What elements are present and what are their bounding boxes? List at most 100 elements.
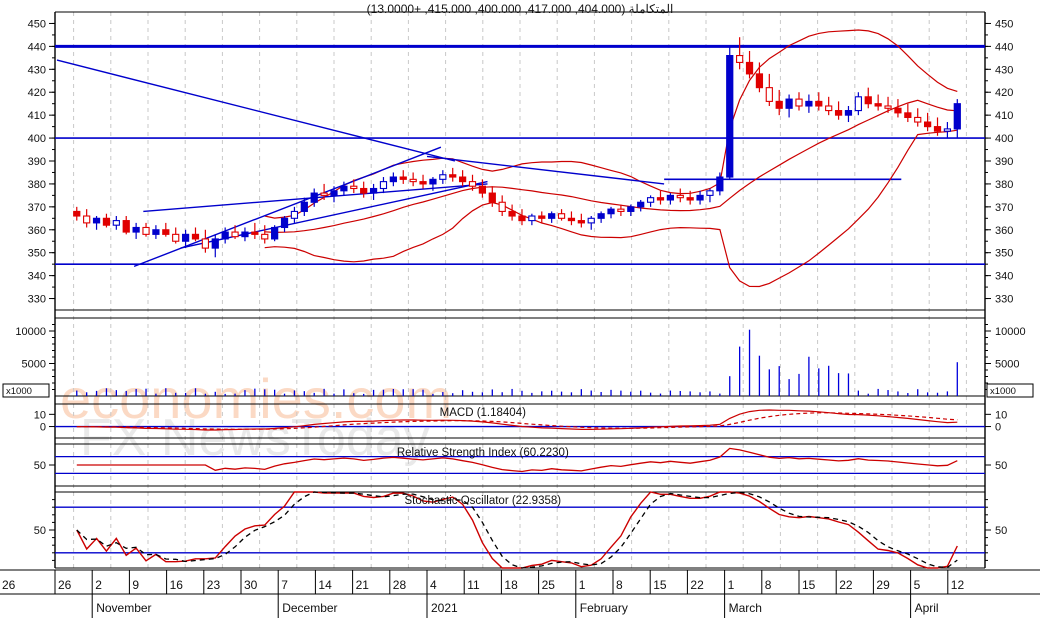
price-axis-label-left: 420: [28, 87, 46, 99]
price-axis-label-left: 350: [28, 248, 46, 260]
candle-body: [488, 192, 496, 203]
price-axis-label-left: 430: [28, 64, 46, 76]
price-axis-label-right: 330: [995, 294, 1013, 306]
candle-body: [241, 231, 249, 238]
candle-body: [379, 181, 388, 190]
candle-body: [508, 210, 516, 217]
candle-body: [825, 105, 833, 112]
candle-body: [923, 121, 932, 128]
candle-body: [419, 181, 427, 185]
trendline: [56, 59, 456, 162]
stoch-axis-label-right: 50: [995, 525, 1007, 537]
price-axis-label-left: 390: [28, 156, 46, 168]
date-tick-label: 2: [95, 578, 102, 592]
candle-body: [389, 176, 397, 183]
candle-body: [211, 238, 219, 249]
candle-body: [775, 100, 783, 109]
candle-body: [538, 215, 546, 219]
candle-body: [607, 208, 615, 215]
candle-body: [350, 185, 358, 190]
candle-body: [815, 100, 823, 107]
month-label: April: [915, 601, 939, 615]
candle-body: [696, 194, 704, 201]
candle-body: [221, 231, 229, 240]
candle-body: [261, 233, 269, 240]
stochastic-d-line: [76, 491, 958, 569]
date-tick-label: 4: [430, 578, 437, 592]
candle-body: [706, 190, 714, 196]
candle-body: [181, 233, 190, 242]
candle-body: [468, 181, 477, 187]
date-tick-label: 12: [951, 578, 965, 592]
volume-axis-label-left: 10000: [15, 326, 46, 338]
candle-body: [567, 217, 576, 222]
macd-axis-label-left: 0: [40, 422, 46, 434]
candle-body: [676, 194, 684, 199]
candle-body: [152, 229, 160, 235]
date-tick-label: 21: [356, 578, 370, 592]
price-axis-label-right: 420: [995, 87, 1013, 99]
date-tick-label: 29: [876, 578, 890, 592]
price-axis-label-left: 360: [28, 225, 46, 237]
date-tick-label: 8: [616, 578, 623, 592]
volume-axis-label-left: 5000: [22, 359, 46, 371]
candle-body: [666, 194, 675, 201]
rsi-indicator-label: Relative Strength Index (60.2230): [397, 447, 569, 459]
candle-body: [686, 197, 694, 201]
candle-body: [360, 187, 368, 194]
date-tick-label: 5: [914, 578, 921, 592]
candle-body: [587, 217, 595, 224]
volume-unit-label: x1000: [6, 386, 32, 397]
candle-body: [953, 103, 961, 130]
candle-body: [310, 192, 318, 203]
candle-body: [557, 213, 566, 219]
price-axis-label-right: 350: [995, 248, 1013, 260]
date-tick-label: 11: [467, 578, 480, 592]
date-tick-label: 14: [318, 578, 332, 592]
date-tick-label: 15: [653, 578, 667, 592]
candle-body: [122, 220, 130, 233]
price-axis-label-left: 410: [28, 110, 46, 122]
candle-body: [191, 233, 200, 240]
candle-body: [271, 226, 279, 240]
candle-body: [755, 73, 764, 89]
candle-body: [656, 197, 665, 201]
bollinger-lower-band: [264, 129, 958, 288]
candle-body: [300, 201, 308, 212]
date-tick-label: 26: [58, 578, 72, 592]
price-axis-label-right: 430: [995, 64, 1013, 76]
candle-body: [290, 210, 299, 219]
candle-body: [409, 178, 417, 183]
price-axis-label-right: 380: [995, 179, 1013, 191]
price-axis-label-right: 400: [995, 133, 1013, 145]
candle-body: [904, 112, 912, 118]
candle-body: [646, 197, 655, 203]
date-tick-label: 23: [207, 578, 221, 592]
volume-axis-label-right: 10000: [995, 326, 1026, 338]
date-tick-label: 1: [579, 578, 586, 592]
candle-body: [231, 231, 239, 238]
candle-body: [73, 210, 81, 217]
volume-unit-box: [2, 383, 50, 398]
candle-body: [795, 98, 803, 107]
date-tick-label: 22: [690, 578, 704, 592]
candle-body: [637, 201, 645, 208]
candle-body: [429, 178, 437, 185]
date-tick-label: 16: [170, 578, 184, 592]
month-label: 2021: [431, 601, 458, 615]
price-axis-label-left: 330: [28, 294, 46, 306]
month-label: December: [282, 601, 337, 615]
candle-body: [894, 107, 902, 114]
trendline: [426, 155, 665, 185]
date-tick-label-first: 26: [2, 578, 16, 592]
candle-body: [874, 103, 882, 107]
candle-body: [92, 217, 101, 224]
candle-body: [528, 215, 536, 222]
candle-body: [518, 215, 526, 222]
candle-body: [884, 105, 892, 109]
stoch-axis-label-left: 50: [34, 525, 46, 537]
date-tick-label: 30: [244, 578, 258, 592]
price-axis-label-left: 450: [28, 18, 46, 30]
price-axis-label-left: 370: [28, 202, 46, 214]
